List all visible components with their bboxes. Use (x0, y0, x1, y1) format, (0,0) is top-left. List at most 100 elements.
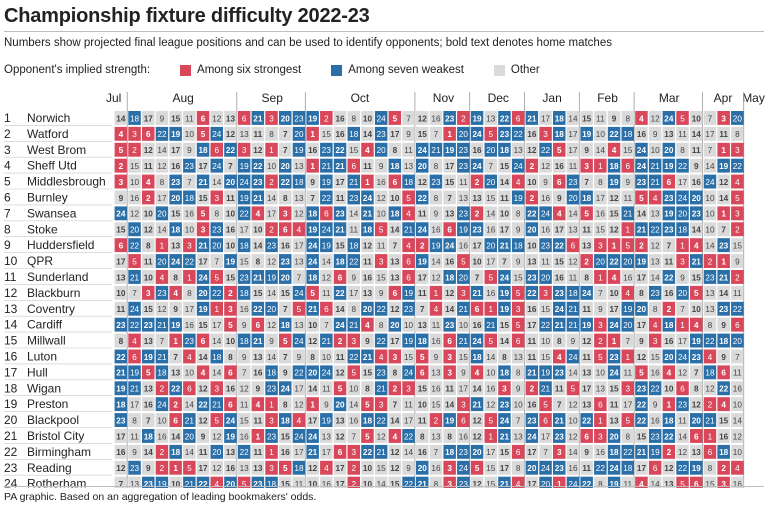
fixture-cell (237, 444, 251, 459)
fixture-value: 4 (214, 480, 219, 488)
fixture-value: 24 (609, 464, 619, 473)
fixture-value: 19 (472, 114, 482, 123)
fixture-cell (224, 365, 237, 380)
fixture-value: 11 (733, 369, 742, 378)
fixture-cell (306, 126, 319, 141)
fixture-cell (498, 270, 511, 284)
fixture-cell (690, 444, 703, 459)
fixture-cell (142, 174, 155, 189)
fixture-value: 16 (568, 464, 578, 473)
team-name: Birmingham (27, 445, 91, 459)
fixture-value: 11 (665, 257, 674, 266)
fixture-cell (114, 174, 128, 189)
fixture-cell (169, 397, 182, 412)
fixture-value: 23 (459, 210, 469, 219)
fixture-value: 4 (557, 353, 562, 362)
fixture-cell (676, 444, 689, 459)
fixture-cell (224, 333, 237, 348)
fixture-cell (265, 429, 278, 443)
team-rank: 15 (4, 334, 18, 348)
fixture-value: 8 (708, 464, 713, 473)
fixture-value: 2 (420, 241, 425, 250)
fixture-value: 7 (214, 257, 219, 266)
fixture-cell (279, 142, 292, 157)
fixture-cell (237, 381, 251, 396)
fixture-cell (128, 190, 141, 205)
fixture-value: 22 (322, 194, 332, 203)
fixture-value: 20 (390, 321, 400, 330)
fixture-cell (265, 317, 278, 332)
fixture-cell (457, 429, 470, 443)
fixture-value: 14 (267, 289, 277, 298)
fixture-value: 17 (582, 385, 592, 394)
fixture-value: 1 (708, 432, 713, 441)
fixture-cell (648, 174, 662, 189)
fixture-value: 10 (390, 194, 400, 203)
fixture-value: 21 (500, 480, 510, 488)
fixture-cell (320, 158, 333, 173)
fixture-value: 20 (459, 273, 469, 282)
fixture-cell (224, 270, 237, 284)
fixture-value: 21 (377, 385, 387, 394)
fixture-value: 9 (653, 130, 658, 139)
fixture-cell (251, 381, 265, 396)
fixture-value: 7 (516, 416, 521, 425)
fixture-value: 21 (322, 162, 332, 171)
fixture-value: 17 (390, 130, 400, 139)
fixture-value: 5 (598, 353, 603, 362)
fixture-value: 3 (393, 353, 398, 362)
fixture-value: 8 (694, 385, 699, 394)
fixture-value: 12 (445, 289, 455, 298)
fixture-value: 7 (310, 194, 315, 203)
fixture-value: 15 (171, 114, 181, 123)
fixture-value: 23 (116, 321, 126, 330)
fixture-cell (594, 270, 607, 284)
fixture-value: 14 (445, 305, 455, 314)
fixture-cell (374, 317, 388, 332)
fixture-cell (607, 349, 621, 364)
fixture-value: 8 (516, 464, 521, 473)
fixture-cell (128, 429, 141, 443)
fixture-value: 22 (733, 162, 743, 171)
fixture-cell (114, 444, 128, 459)
fixture-value: 6 (447, 337, 452, 346)
fixture-cell (265, 254, 278, 268)
fixture-value: 24 (322, 226, 332, 235)
month-label: Dec (488, 91, 509, 105)
fixture-cell (183, 476, 196, 488)
fixture-cell (676, 206, 689, 221)
fixture-cell (169, 206, 182, 221)
fixture-value: 16 (664, 289, 674, 298)
fixture-value: 20 (335, 400, 345, 409)
fixture-cell (114, 460, 128, 475)
fixture-value: 17 (294, 385, 304, 394)
fixture-value: 9 (694, 162, 699, 171)
fixture-cell (128, 285, 141, 300)
fixture-cell (155, 397, 169, 412)
fixture-cell (731, 444, 744, 459)
fixture-value: 17 (486, 448, 496, 457)
fixture-value: 16 (555, 162, 565, 171)
fixture-cell (169, 158, 182, 173)
fixture-cell (361, 476, 374, 488)
fixture-cell (155, 333, 169, 348)
fixture-value: 17 (198, 162, 208, 171)
fixture-value: 4 (365, 321, 370, 330)
fixture-value: 12 (363, 241, 373, 250)
fixture-value: 13 (514, 146, 524, 155)
fixture-value: 18 (623, 464, 633, 473)
fixture-value: 5 (488, 416, 493, 425)
fixture-value: 10 (308, 321, 318, 330)
fixture-cell (114, 222, 128, 237)
fixture-value: 21 (157, 321, 167, 330)
fixture-cell (621, 444, 634, 459)
fixture-value: 6 (557, 178, 562, 187)
fixture-value: 7 (393, 241, 398, 250)
fixture-cell (525, 381, 539, 396)
fixture-value: 2 (475, 178, 480, 187)
fixture-value: 14 (651, 273, 661, 282)
fixture-cell (196, 126, 210, 141)
fixture-value: 16 (692, 178, 702, 187)
fixture-cell (320, 333, 333, 348)
fixture-cell (142, 142, 155, 157)
